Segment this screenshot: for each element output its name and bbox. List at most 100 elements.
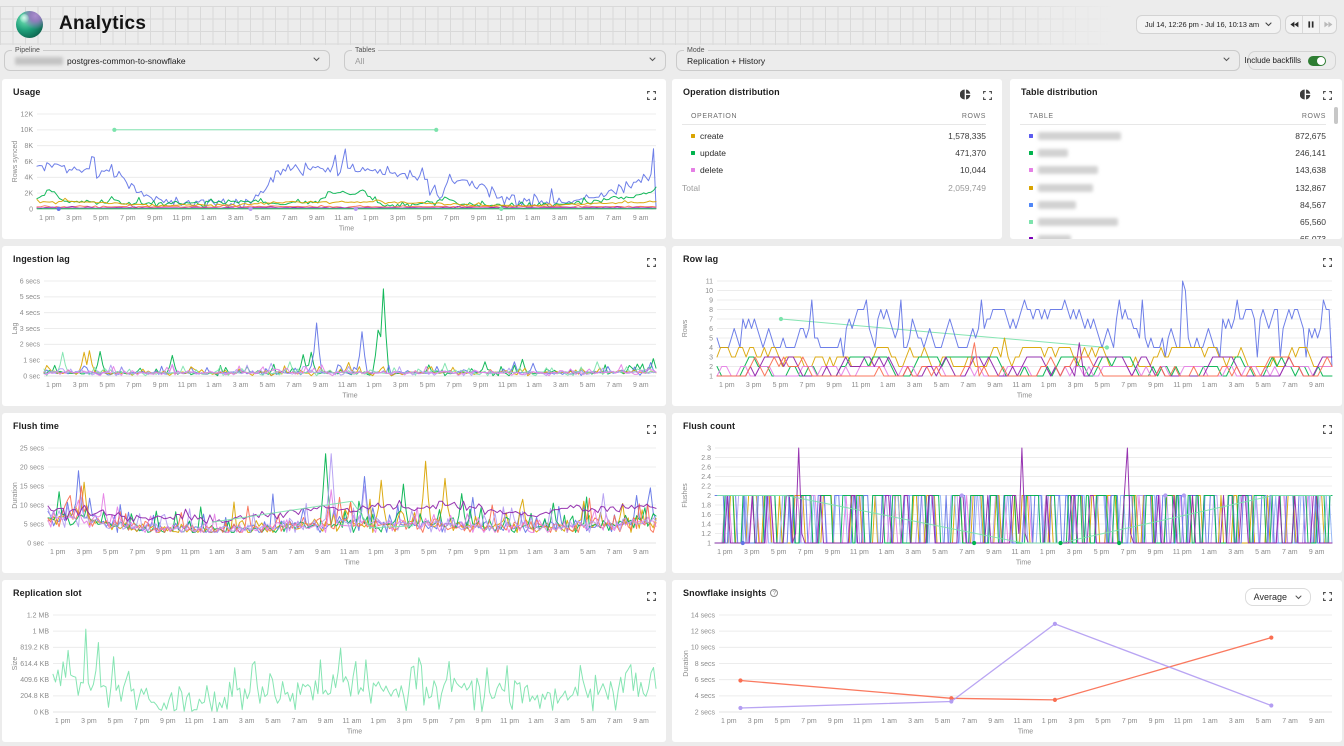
date-range-button[interactable]: Jul 14, 12:26 pm - Jul 16, 10:13 am [1135,15,1281,34]
svg-text:1 am: 1 am [525,215,541,222]
svg-text:5 am: 5 am [580,382,596,389]
usage-chart[interactable]: 0 2K 4K 6K 8K 10K 12K 1 pm 3 pm 5 pm 7 pm 9 pm 11 pm… [2,79,666,239]
svg-text:5 am: 5 am [1256,718,1272,725]
svg-text:11 am: 11 am [340,549,359,556]
svg-text:4: 4 [709,345,713,352]
snowflake-insights-chart[interactable]: 2 secs 4 secs 6 secs 8 secs 10 secs 12 secs 14… [672,580,1342,742]
svg-text:1.2 MB: 1.2 MB [27,612,50,619]
svg-text:9 pm: 9 pm [471,215,487,222]
svg-text:9 pm: 9 pm [153,382,169,389]
replication-slot-chart[interactable]: 0 KB 204.8 KB 409.6 KB 614.4 KB 819.2 KB 1 MB… [2,580,666,742]
svg-text:10 secs: 10 secs [20,502,45,509]
app-logo[interactable] [16,11,43,38]
expand-icon[interactable] [647,588,656,606]
ingestion-lag-chart[interactable]: 0 sec 1 sec 2 secs 3 secs 4 secs 5 secs 6 secs… [2,246,666,406]
mode-select[interactable]: Mode Replication + History [676,46,1240,71]
svg-text:15 secs: 15 secs [20,483,45,490]
pie-chart-toggle-icon[interactable] [959,87,971,105]
table-row[interactable]: 246,141 [1020,144,1326,161]
svg-text:3 pm: 3 pm [748,718,764,725]
table-total-row: Total 2,059,749 [682,179,986,196]
svg-text:9 am: 9 am [988,718,1004,725]
expand-icon-glyph [983,91,992,100]
expand-icon[interactable] [647,421,656,439]
svg-text:0 KB: 0 KB [34,709,50,716]
pie-chart-toggle-icon[interactable] [1299,87,1311,105]
svg-text:3 pm: 3 pm [1068,382,1084,389]
card-row-lag: 1 2 3 4 5 6 7 8 9 10 11 1 pm 3 pm 5 pm 7 pm 9 pm 11 pm 1 … [672,246,1342,406]
svg-text:7 pm: 7 pm [126,382,142,389]
svg-text:11 am: 11 am [1012,382,1031,389]
svg-text:1 am: 1 am [527,549,543,556]
help-icon[interactable]: ? [770,589,779,597]
row-name: create [691,131,724,141]
expand-icon[interactable] [1323,421,1332,439]
expand-icon[interactable] [1323,87,1332,105]
svg-text:9 pm: 9 pm [474,549,490,556]
header-divider [1020,124,1326,125]
pipeline-value-wrap: postgres-common-to-snowflake [15,51,186,70]
svg-text:9 am: 9 am [633,382,649,389]
svg-text:7 am: 7 am [960,382,976,389]
svg-text:9 pm: 9 pm [1148,382,1164,389]
svg-text:5 pm: 5 pm [771,549,787,556]
svg-text:Flushes: Flushes [682,483,689,508]
series-color-swatch [1029,150,1033,155]
redacted-table-name [1038,131,1121,140]
flush-time-chart[interactable]: 0 sec 5 secs 10 secs 15 secs 20 secs 25 secs 1… [2,413,666,573]
svg-text:Rows synced: Rows synced [12,141,19,183]
card-actions [1323,421,1332,439]
rewind-button[interactable] [1286,16,1302,33]
flush-count-chart[interactable]: 1 1.2 1.4 1.6 1.8 2 2.2 2.4 2.6 2.8 3 1 pm 3 pm 5 pm 7… [672,413,1342,573]
tables-select[interactable]: Tables All [344,46,666,71]
svg-text:9 am: 9 am [318,718,334,725]
svg-text:6 secs: 6 secs [695,677,716,684]
svg-text:10: 10 [705,288,713,295]
svg-text:3 am: 3 am [905,549,921,556]
row-lag-chart[interactable]: 1 2 3 4 5 6 7 8 9 10 11 1 pm 3 pm 5 pm 7 pm 9 pm 11 pm 1 … [672,246,1342,406]
svg-text:5 am: 5 am [934,382,950,389]
expand-icon[interactable] [1323,254,1332,272]
row-name [1029,183,1093,192]
svg-text:11 pm: 11 pm [851,382,870,389]
table-row[interactable]: 65,560 [1020,213,1326,230]
include-backfills-toggle[interactable] [1308,55,1326,66]
table-row[interactable]: 65,073 [1020,231,1326,239]
table-row[interactable]: 84,567 [1020,196,1326,213]
scrollbar-thumb[interactable] [1334,107,1338,124]
table-row[interactable]: 132,867 [1020,179,1326,196]
expand-icon[interactable] [1323,588,1332,606]
svg-text:12 secs: 12 secs [691,629,716,636]
svg-text:7 pm: 7 pm [444,215,460,222]
svg-text:5 am: 5 am [579,215,595,222]
table-row[interactable]: update 471,370 [682,144,986,161]
svg-text:7 am: 7 am [289,549,305,556]
svg-text:3 am: 3 am [233,382,249,389]
svg-text:7 am: 7 am [282,215,298,222]
table-row[interactable]: 143,638 [1020,162,1326,179]
svg-text:9 pm: 9 pm [826,382,842,389]
svg-text:11 pm: 11 pm [499,549,518,556]
table-header: OPERATION ROWS [682,108,986,124]
svg-text:Time: Time [1017,393,1032,400]
aggregation-select[interactable]: Average [1244,588,1311,606]
svg-text:3 am: 3 am [553,382,569,389]
svg-text:3: 3 [709,354,713,361]
svg-text:5 am: 5 am [580,549,596,556]
fast-forward-button[interactable] [1319,16,1336,33]
table-row[interactable]: 872,675 [1020,127,1326,144]
svg-text:11 am: 11 am [342,718,361,725]
expand-icon[interactable] [647,87,656,105]
chart-title-row-lag: Row lag [683,254,719,264]
svg-text:3 pm: 3 pm [393,382,409,389]
chart-title-operation-distribution: Operation distribution [683,87,780,97]
table-row[interactable]: create 1,578,335 [682,127,986,144]
table-row[interactable]: delete 10,044 [682,162,986,179]
pause-button[interactable] [1302,16,1319,33]
expand-icon[interactable] [983,87,992,105]
pipeline-select[interactable]: Pipeline postgres-common-to-snowflake [4,46,330,71]
svg-text:11 pm: 11 pm [496,215,515,222]
svg-text:7 am: 7 am [606,382,622,389]
expand-icon[interactable] [647,254,656,272]
svg-text:7 pm: 7 pm [449,718,465,725]
